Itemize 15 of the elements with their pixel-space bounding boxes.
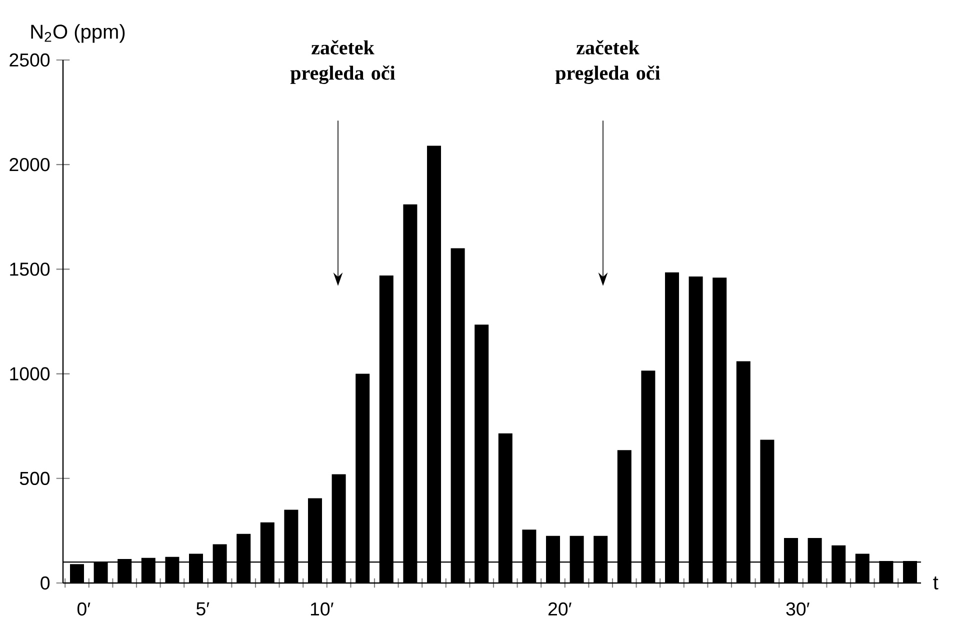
y-tick-label: 2000 (10, 158, 50, 172)
x-axis-title: t (933, 576, 938, 590)
y-axis-title: N$_{2}$O (ppm) (31, 24, 125, 43)
y-tick-label: 2500 (10, 53, 50, 67)
x-tick-label: 5′ (196, 602, 210, 616)
annotation: začetek pregleda oči (290, 40, 396, 84)
y-tick-label: 0 (40, 576, 50, 590)
annotation: začetek pregleda oči (555, 40, 660, 84)
x-tick-label: 20′ (548, 602, 572, 616)
y-tick-label: 1500 (10, 262, 50, 276)
y-tick-label: 500 (20, 472, 50, 486)
y-tick-label: 1000 (10, 367, 50, 380)
x-tick-label: 30′ (786, 602, 810, 616)
x-tick-label: 0′ (77, 602, 90, 616)
x-tick-label: 10′ (310, 602, 334, 616)
